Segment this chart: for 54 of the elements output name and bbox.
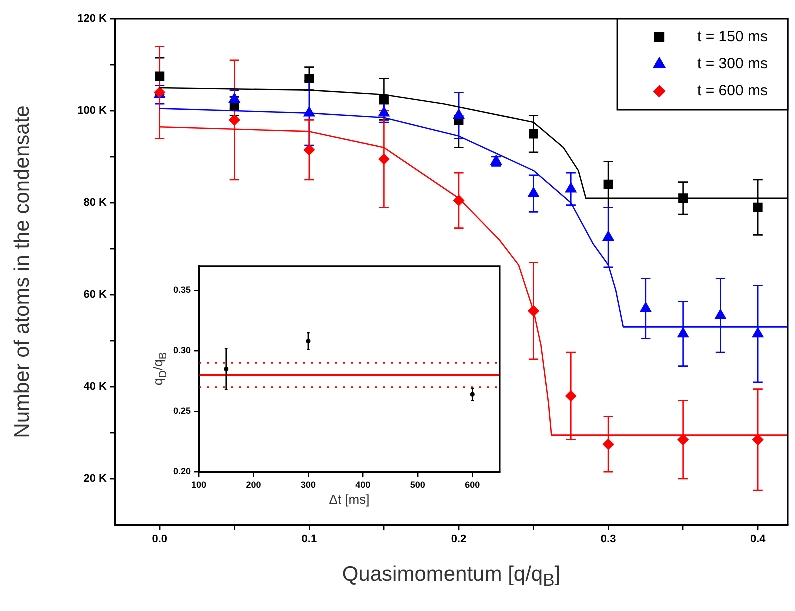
- point: [453, 195, 465, 206]
- point: [602, 231, 614, 241]
- point: [304, 144, 316, 156]
- x-tick-label: 0.1: [302, 534, 318, 546]
- point: [304, 74, 314, 84]
- point: [565, 182, 577, 193]
- x-tick-label: 500: [410, 480, 426, 490]
- x-axis-title: Δt [ms]: [328, 492, 371, 507]
- point: [715, 309, 726, 320]
- point: [528, 187, 540, 198]
- point: [566, 390, 577, 402]
- y-tick-label: 0.25: [173, 406, 191, 416]
- point: [228, 93, 240, 103]
- y-tick-label: 80 K: [84, 197, 108, 210]
- y-tick-label: 120 K: [78, 13, 108, 26]
- y-tick-label: 0.35: [173, 285, 191, 296]
- point: [229, 114, 240, 126]
- y-tick-label: 40 K: [84, 381, 108, 394]
- point: [678, 194, 688, 204]
- legend-label: t = 300 ms: [698, 56, 768, 73]
- x-tick-label: 0.0: [152, 534, 168, 546]
- x-tick-label: 0.3: [600, 534, 616, 546]
- x-tick-label: 0.2: [451, 534, 467, 546]
- x-tick-label: 300: [300, 480, 316, 490]
- point: [453, 109, 465, 120]
- point: [378, 106, 390, 117]
- x-tick-label: 200: [246, 480, 262, 490]
- point: [470, 392, 475, 397]
- y-axis-title: Number of atoms in the condensate: [10, 106, 34, 438]
- y-tick-label: 60 K: [84, 289, 108, 302]
- point: [306, 339, 311, 344]
- point: [155, 72, 165, 82]
- point: [752, 328, 764, 338]
- point: [224, 366, 229, 372]
- point: [640, 302, 652, 312]
- point: [378, 154, 390, 165]
- x-axis-title: Quasimomentum [q/q$_{B}$]: [341, 563, 562, 592]
- y-tick-label: 0.30: [173, 346, 191, 356]
- x-tick-label: 100: [191, 480, 207, 490]
- y-tick-label: 100 K: [78, 105, 108, 118]
- x-tick-label: 400: [356, 480, 371, 490]
- y-tick-label: 20 K: [84, 473, 108, 486]
- legend-label: t = 150 ms: [698, 28, 768, 46]
- point: [604, 180, 614, 190]
- point: [752, 434, 764, 446]
- y-tick-label: 0.20: [173, 466, 191, 476]
- x-tick-label: 0.4: [750, 534, 767, 546]
- point: [602, 438, 614, 450]
- legend-label: t = 600 ms: [698, 82, 768, 100]
- point: [678, 434, 689, 446]
- point: [529, 129, 538, 139]
- point: [678, 328, 690, 338]
- x-tick-label: 600: [465, 480, 480, 490]
- point: [753, 202, 763, 212]
